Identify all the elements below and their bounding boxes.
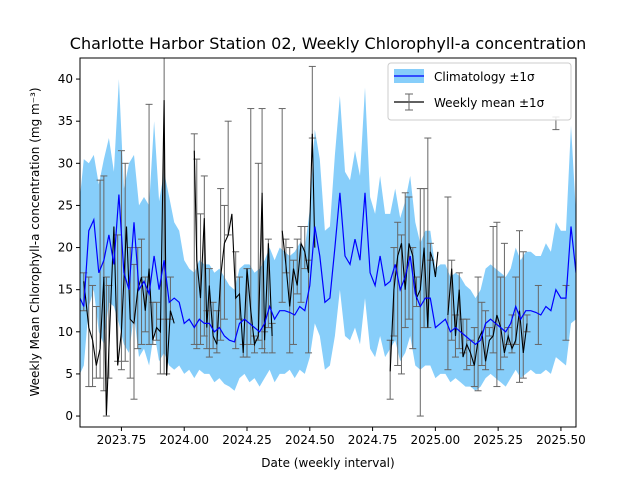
weekly-errorbar xyxy=(474,276,482,392)
legend-frame xyxy=(387,62,572,121)
weekly-errorbar xyxy=(534,284,542,345)
weekly-errorbar xyxy=(470,327,478,388)
y-tick-label: 0 xyxy=(65,409,73,423)
weekly-errorbar xyxy=(515,230,523,383)
x-tick-label: 2024.50 xyxy=(285,433,335,447)
x-tick-label: 2025.25 xyxy=(473,433,523,447)
weekly-errorbar xyxy=(497,276,505,371)
legend-weekly-label: Weekly mean ±1σ xyxy=(434,96,545,110)
weekly-mean-line xyxy=(281,133,316,307)
weekly-errorbar xyxy=(444,196,452,371)
x-tick-label: 2025.00 xyxy=(411,433,461,447)
x-tick-label: 2024.00 xyxy=(159,433,209,447)
weekly-errorbar xyxy=(141,276,149,333)
weekly-errorbar xyxy=(405,196,413,320)
weekly-errorbar xyxy=(455,272,463,350)
y-tick-label: 30 xyxy=(58,156,73,170)
y-tick-label: 20 xyxy=(58,241,73,255)
weekly-lines-group xyxy=(83,100,528,416)
weekly-errorbar xyxy=(523,314,531,333)
weekly-errorbar xyxy=(130,263,138,400)
x-tick-label: 2024.75 xyxy=(348,433,398,447)
y-tick-label: 25 xyxy=(58,198,73,212)
y-tick-label: 40 xyxy=(58,72,73,86)
y-tick-label: 15 xyxy=(58,283,73,297)
y-tick-label: 5 xyxy=(65,367,73,381)
weekly-errorbar xyxy=(493,221,501,388)
weekly-errorbar xyxy=(89,284,97,388)
weekly-errorbar xyxy=(394,221,402,366)
x-axis-label: Date (weekly interval) xyxy=(261,456,394,470)
x-tick-label: 2024.25 xyxy=(222,433,272,447)
y-axis: 0 5 10 15 20 25 30 35 40 xyxy=(58,72,80,423)
weekly-errorbar xyxy=(401,192,409,329)
weekly-errorbar xyxy=(197,213,205,345)
weekly-errorbar xyxy=(138,238,146,345)
y-tick-label: 35 xyxy=(58,114,73,128)
weekly-errorbar xyxy=(508,314,516,354)
plot-frame xyxy=(79,57,577,428)
weekly-errorbar xyxy=(485,327,493,337)
weekly-errorbar xyxy=(278,108,286,303)
x-tick-label: 2025.50 xyxy=(536,433,586,447)
weekly-mean-line xyxy=(83,100,175,416)
chart-title: Charlotte Harbor Station 02, Weekly Chlo… xyxy=(70,34,586,53)
plot-area xyxy=(80,58,576,417)
weekly-errorbar xyxy=(301,225,309,270)
y-axis-label: Weekly Mean Chlorophyll-a concentration … xyxy=(28,87,42,396)
weekly-errorbar xyxy=(489,225,497,354)
weekly-errorbar xyxy=(205,268,213,358)
weekly-mean-line xyxy=(447,268,528,366)
x-axis: 2023.75 2024.00 2024.25 2024.50 2024.75 2025.… xyxy=(97,427,586,447)
x-tick-label: 2023.75 xyxy=(97,433,147,447)
weekly-errorbar xyxy=(220,204,228,320)
legend: Climatology ±1σ Weekly mean ±1σ xyxy=(387,62,572,121)
y-tick-label: 10 xyxy=(58,325,73,339)
weekly-errorbar xyxy=(217,188,225,341)
legend-climatology-label: Climatology ±1σ xyxy=(434,70,535,84)
weekly-errorbar xyxy=(153,301,161,341)
weekly-errorbar xyxy=(397,234,405,375)
climatology-mean-line xyxy=(80,192,576,346)
weekly-mean-line xyxy=(193,150,273,353)
weekly-errorbar xyxy=(500,242,508,358)
weekly-errorbar xyxy=(286,247,294,354)
